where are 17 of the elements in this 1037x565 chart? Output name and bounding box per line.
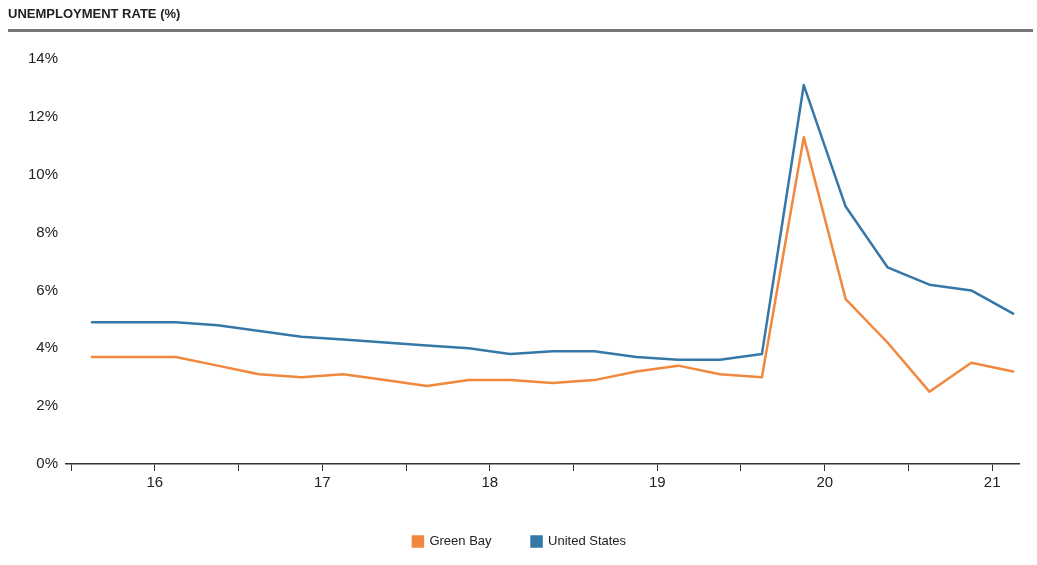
y-tick-label: 12% xyxy=(27,107,59,124)
y-tick-label: 14% xyxy=(27,49,59,67)
x-tick-label: 21 xyxy=(983,473,1001,491)
chart-title: UNEMPLOYMENT RATE (%) xyxy=(8,6,1033,32)
legend-label: United States xyxy=(548,533,627,549)
y-tick-label: 4% xyxy=(36,338,59,356)
x-tick-label: 18 xyxy=(481,473,499,491)
x-tick-label: 16 xyxy=(146,473,164,491)
y-tick-label: 2% xyxy=(36,396,59,414)
legend-label: Green Bay xyxy=(429,533,493,549)
y-tick-label: 6% xyxy=(36,280,59,298)
y-tick-label: 0% xyxy=(36,454,59,472)
x-tick-label: 20 xyxy=(816,473,834,491)
x-tick-label: 17 xyxy=(313,473,331,491)
y-tick-label: 8% xyxy=(36,222,59,240)
x-tick-label: 19 xyxy=(648,473,666,491)
y-tick-label: 10% xyxy=(27,164,59,182)
